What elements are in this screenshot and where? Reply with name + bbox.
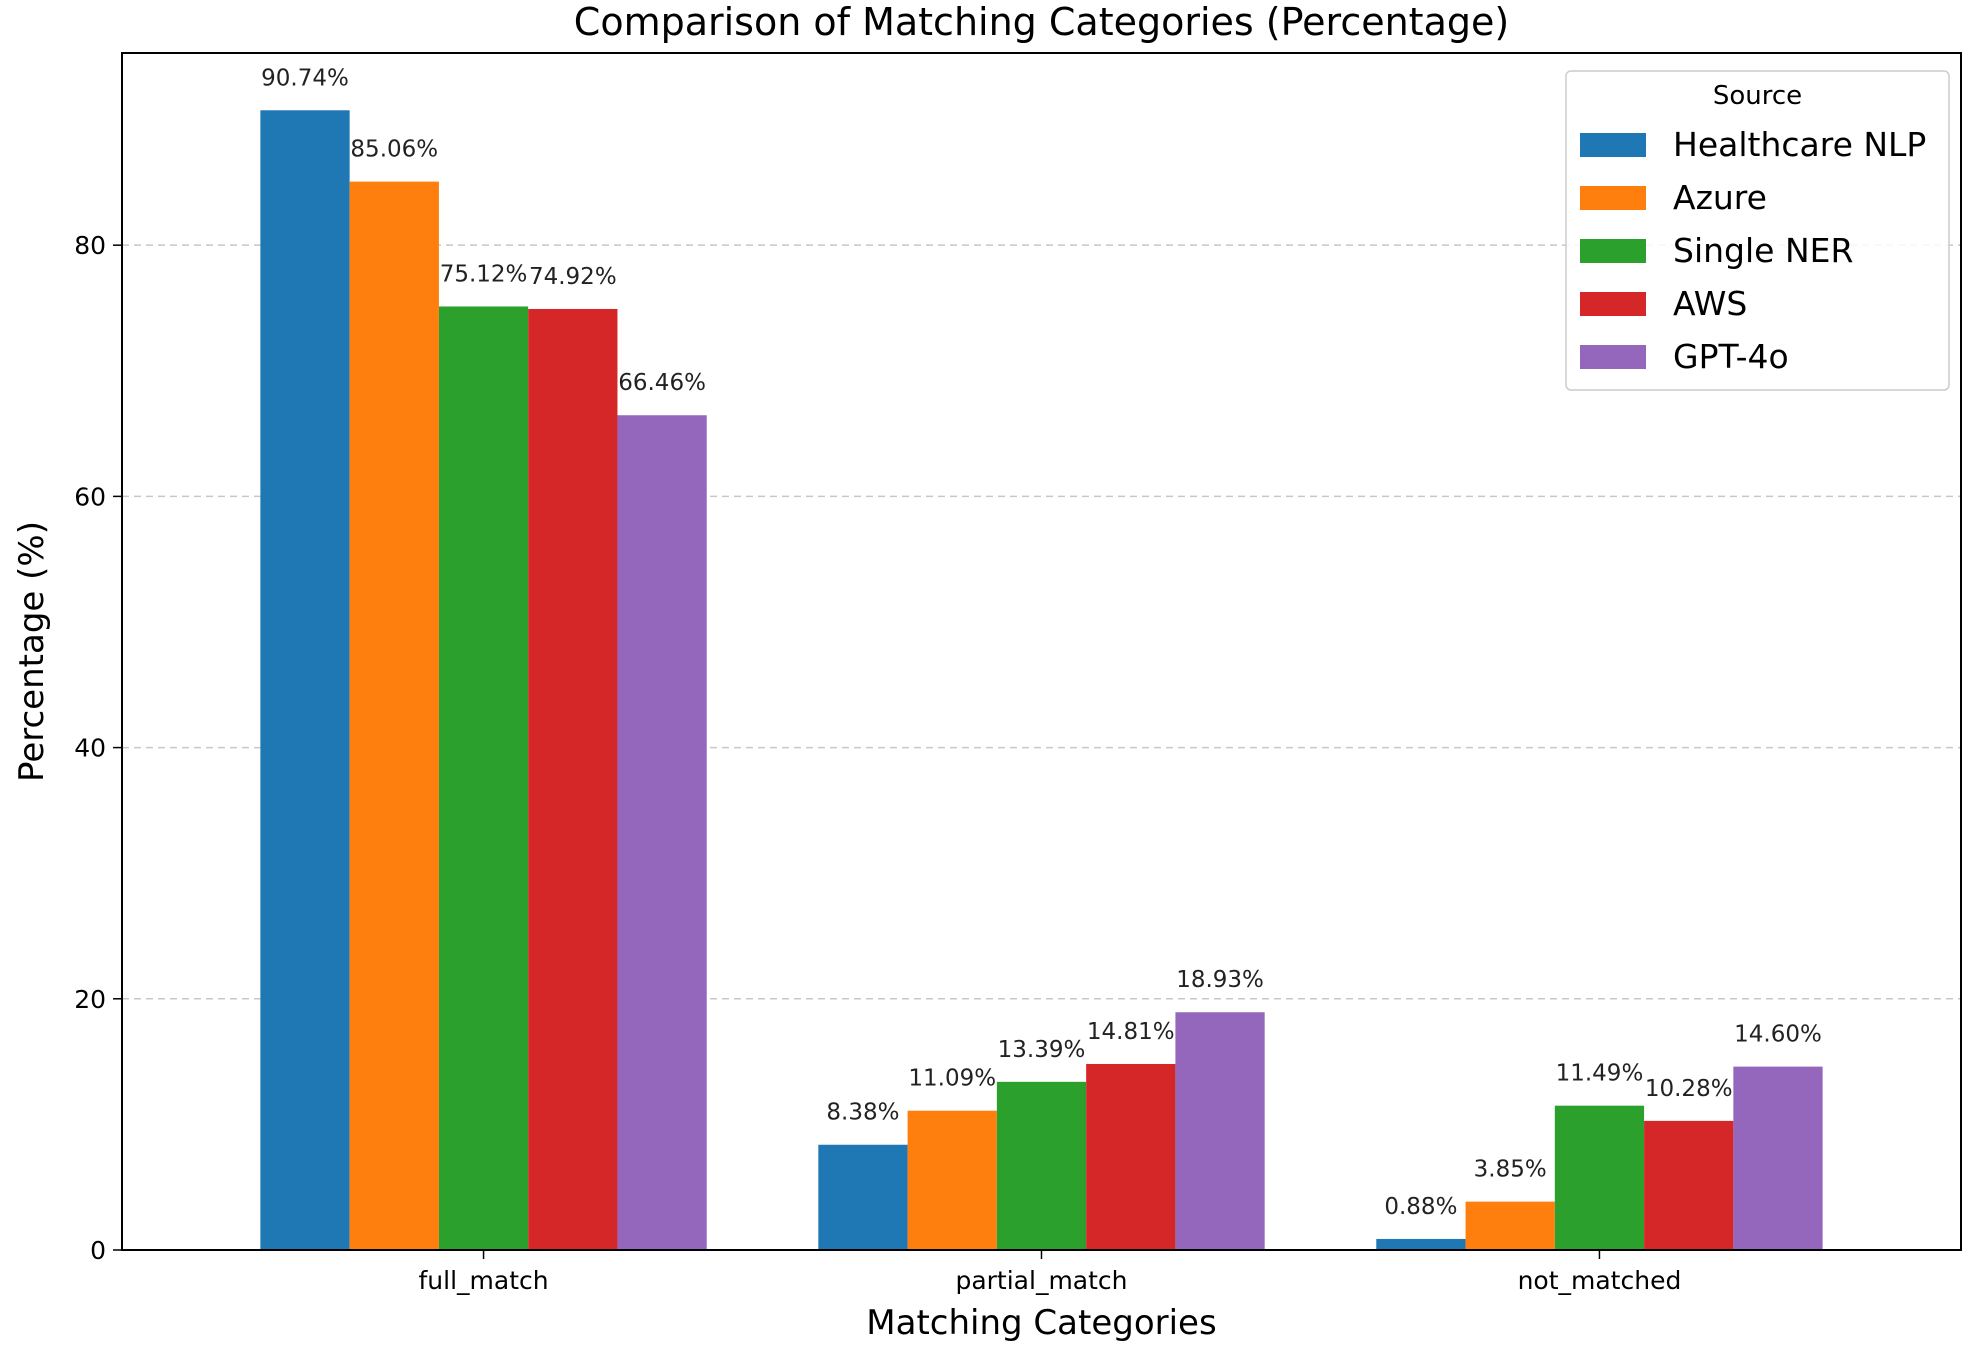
legend-swatch: [1580, 345, 1646, 369]
bar-value-label: 3.85%: [1474, 1157, 1547, 1183]
legend-label: Single NER: [1673, 231, 1853, 270]
y-tick-label: 20: [74, 985, 106, 1014]
bar: [1465, 1201, 1555, 1250]
bar: [260, 110, 350, 1250]
bar: [1733, 1066, 1823, 1250]
legend-items: Healthcare NLP Azure Single NER AWS GPT-4o: [1580, 125, 1926, 376]
y-tick-label: 60: [74, 482, 106, 511]
legend-swatch: [1580, 239, 1646, 263]
legend-title: Source: [1713, 81, 1802, 111]
axis-ticks: 0 20 40 60 80 full_match partial_match not_matc…: [74, 231, 1681, 1295]
bar: [818, 1144, 908, 1250]
bar-value-label: 10.28%: [1645, 1076, 1733, 1102]
bar-value-label: 66.46%: [618, 370, 706, 396]
legend-label: Healthcare NLP: [1673, 125, 1926, 164]
bar-value-label: 85.06%: [350, 137, 438, 163]
y-tick-label: 40: [74, 734, 106, 763]
bar: [1175, 1012, 1265, 1250]
bar-value-label: 74.92%: [529, 264, 617, 290]
bar-value-label: 75.12%: [440, 261, 528, 287]
bar: [528, 308, 618, 1251]
x-tick-label: partial_match: [955, 1266, 1127, 1295]
x-tick-label: not_matched: [1518, 1266, 1682, 1295]
bar-value-label: 14.81%: [1087, 1019, 1175, 1045]
bar: [907, 1110, 997, 1250]
legend-swatch: [1580, 133, 1646, 157]
bar-value-label: 8.38%: [826, 1100, 899, 1126]
bar: [1644, 1120, 1734, 1250]
bars: [260, 110, 1823, 1251]
data-labels: 90.74% 85.06% 75.12% 74.92% 66.46% 8.38% 11.09…: [261, 65, 1822, 1220]
bar: [1554, 1105, 1645, 1250]
bar-value-label: 0.88%: [1384, 1194, 1457, 1220]
y-axis-label: Percentage (%): [12, 521, 52, 782]
bar: [996, 1081, 1087, 1250]
y-tick-label: 80: [74, 231, 106, 260]
legend-label: AWS: [1673, 284, 1747, 323]
bar-value-label: 14.60%: [1734, 1022, 1822, 1048]
bar: [349, 181, 439, 1251]
x-axis-label: Matching Categories: [866, 1303, 1216, 1343]
bar: [1086, 1063, 1176, 1250]
bar-value-label: 11.09%: [908, 1066, 996, 1092]
legend: Source Healthcare NLP Azure Single NER AWS G…: [1565, 70, 1950, 391]
bar-value-label: 90.74%: [261, 65, 349, 91]
legend-box: [1565, 70, 1950, 391]
bar-value-label: 11.49%: [1556, 1061, 1644, 1087]
bar: [438, 306, 529, 1250]
bar: [1376, 1238, 1466, 1250]
x-tick-label: full_match: [418, 1266, 548, 1295]
bar-value-label: 18.93%: [1176, 967, 1264, 993]
chart-title: Comparison of Matching Categories (Perce…: [574, 0, 1509, 44]
bar: [617, 415, 707, 1250]
legend-swatch: [1580, 186, 1646, 210]
legend-label: GPT-4o: [1673, 337, 1789, 376]
legend-label: Azure: [1673, 178, 1767, 217]
legend-swatch: [1580, 292, 1646, 316]
y-tick-label: 0: [90, 1236, 106, 1265]
bar-value-label: 13.39%: [998, 1037, 1086, 1063]
